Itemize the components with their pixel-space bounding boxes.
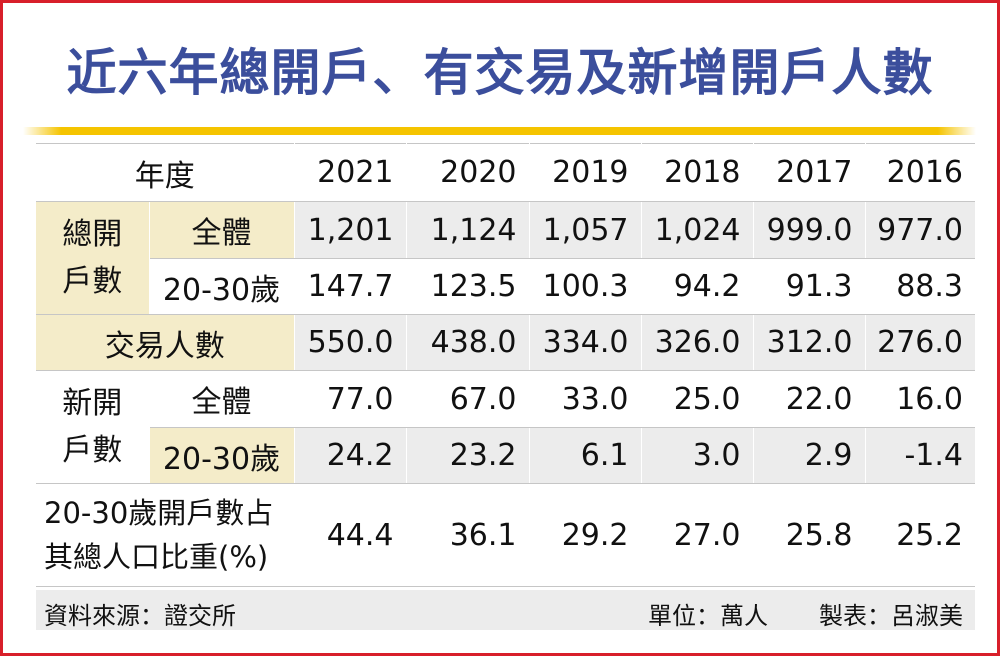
- value-cell: 77.0: [293, 370, 407, 428]
- row-label-line: 20-30歲開戶數占: [44, 496, 274, 530]
- value-cell: 1,024: [640, 201, 754, 259]
- chart-title: 近六年總開戶、有交易及新增開戶人數: [66, 44, 934, 102]
- table-row-total-accounts-all: 總開 戶數 全體 1,201 1,124 1,057 1,024 999.0 9…: [36, 201, 975, 315]
- group-label-total-accounts: 總開 戶數: [36, 201, 150, 315]
- row-label-share: 20-30歲開戶數占 其總人口比重(%): [36, 483, 295, 587]
- year-header-2017: 2017: [752, 143, 866, 202]
- group-label-line: 總開: [62, 217, 123, 252]
- value-cell: 94.2: [640, 258, 754, 315]
- value-cell: 123.5: [405, 258, 530, 315]
- value-cell: 23.2: [405, 427, 530, 484]
- value-cell: 22.0: [752, 370, 866, 428]
- table-row-total-accounts-20-30: 20-30歲 147.7 123.5 100.3 94.2 91.3 88.3: [36, 258, 975, 315]
- value-cell: 276.0: [864, 314, 975, 371]
- value-cell: 33.0: [528, 370, 642, 428]
- row-label-line: 其總人口比重(%): [44, 540, 269, 574]
- year-header-2021: 2021: [293, 143, 407, 202]
- row-label: 20-30歲: [149, 258, 295, 315]
- year-header: 年度: [36, 143, 295, 202]
- value-cell: 312.0: [752, 314, 866, 371]
- value-cell: 91.3: [752, 258, 866, 315]
- value-cell: 999.0: [752, 201, 866, 259]
- value-cell: 3.0: [640, 427, 754, 484]
- value-cell: 550.0: [293, 314, 407, 371]
- value-cell: 44.4: [293, 483, 407, 587]
- value-cell: 6.1: [528, 427, 642, 484]
- table-row-new-accounts-all: 新開 戶數 全體 77.0 67.0 33.0 25.0 22.0 16.0: [36, 370, 975, 484]
- year-header-2019: 2019: [528, 143, 642, 202]
- value-cell: 16.0: [864, 370, 975, 428]
- value-cell: 334.0: [528, 314, 642, 371]
- value-cell: 1,201: [293, 201, 407, 259]
- value-cell: -1.4: [864, 427, 975, 484]
- maker-note: 製表：呂淑美: [819, 602, 963, 630]
- year-header-2018: 2018: [640, 143, 754, 202]
- value-cell: 977.0: [864, 201, 975, 259]
- unit-note: 單位：萬人: [648, 602, 768, 630]
- group-label-line: 戶數: [62, 264, 123, 299]
- row-label: 交易人數: [36, 314, 295, 371]
- source-note: 資料來源：證交所: [44, 602, 236, 630]
- header-row: 年度 2021 2020 2019 2018 2017 2016: [36, 143, 975, 202]
- value-cell: 25.0: [640, 370, 754, 428]
- value-cell: 1,124: [405, 201, 530, 259]
- value-cell: 88.3: [864, 258, 975, 315]
- value-cell: 24.2: [293, 427, 407, 484]
- value-cell: 147.7: [293, 258, 407, 315]
- value-cell: 27.0: [640, 483, 754, 587]
- title-rule: [23, 127, 976, 135]
- row-label: 全體: [148, 201, 295, 259]
- value-cell: 25.2: [864, 483, 975, 587]
- group-label-line: 戶數: [62, 433, 123, 468]
- year-header-2020: 2020: [405, 143, 530, 202]
- data-table: 年度 2021 2020 2019 2018 2017 2016 總開 戶數 全…: [36, 143, 975, 587]
- group-label-line: 新開: [62, 386, 123, 421]
- value-cell: 2.9: [752, 427, 866, 484]
- row-label: 全體: [148, 370, 295, 428]
- group-label-new-accounts: 新開 戶數: [36, 370, 150, 484]
- value-cell: 36.1: [405, 483, 530, 587]
- value-cell: 326.0: [640, 314, 754, 371]
- value-cell: 100.3: [528, 258, 642, 315]
- value-cell: 25.8: [752, 483, 866, 587]
- value-cell: 67.0: [405, 370, 530, 428]
- row-label: 20-30歲: [149, 427, 295, 484]
- table-row-new-accounts-20-30: 20-30歲 24.2 23.2 6.1 3.0 2.9 -1.4: [36, 427, 975, 484]
- table-row-traders: 交易人數 550.0 438.0 334.0 326.0 312.0 276.0: [36, 314, 975, 371]
- value-cell: 1,057: [528, 201, 642, 259]
- table-row-share-of-population: 20-30歲開戶數占 其總人口比重(%) 44.4 36.1 29.2 27.0…: [36, 483, 975, 587]
- year-header-2016: 2016: [864, 143, 975, 202]
- footer-bar: 資料來源：證交所 單位：萬人 製表：呂淑美: [36, 590, 975, 630]
- value-cell: 29.2: [528, 483, 642, 587]
- value-cell: 438.0: [405, 314, 530, 371]
